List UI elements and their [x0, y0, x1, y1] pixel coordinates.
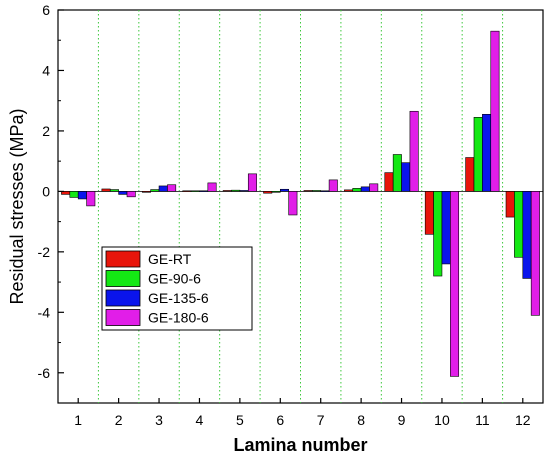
- bar-GE-180-6-lamina-12: [530, 191, 540, 316]
- bar-series: [61, 30, 540, 377]
- legend-swatch: [105, 309, 141, 326]
- x-tick-label: 8: [357, 412, 365, 428]
- bar-GE-90-6-lamina-4: [190, 190, 200, 192]
- series-GE-90-6: [69, 117, 524, 277]
- x-axis-title: Lamina number: [233, 435, 367, 455]
- bar-GE-180-6-lamina-4: [207, 182, 217, 192]
- bar-GE-90-6-lamina-8: [352, 188, 362, 192]
- bar-GE-90-6-lamina-12: [514, 191, 524, 258]
- bar-GE-RT-lamina-10: [424, 191, 434, 235]
- x-tick-label: 5: [236, 412, 244, 428]
- bar-GE-180-6-lamina-1: [86, 191, 96, 207]
- legend: GE-RT GE-90-6 GE-135-6 GE-180-6: [101, 246, 253, 331]
- bar-GE-RT-lamina-9: [384, 172, 394, 192]
- x-axis: 1 2 3 4 5 6 7 8 9 10 11 12: [74, 398, 531, 428]
- bar-GE-RT-lamina-3: [141, 191, 151, 193]
- bar-GE-90-6-lamina-2: [109, 189, 119, 192]
- bar-GE-RT-lamina-6: [263, 191, 273, 194]
- bar-GE-90-6-lamina-11: [473, 117, 483, 192]
- bar-GE-135-6-lamina-12: [522, 191, 532, 279]
- bar-GE-RT-lamina-5: [222, 190, 232, 192]
- legend-label: GE-RT: [148, 251, 192, 267]
- bar-GE-135-6-lamina-6: [279, 188, 289, 192]
- x-tick-label: 7: [317, 412, 325, 428]
- y-tick-label: 6: [42, 2, 50, 18]
- bar-GE-180-6-lamina-7: [328, 179, 338, 192]
- x-tick-label: 4: [196, 412, 204, 428]
- x-tick-label: 3: [155, 412, 163, 428]
- bar-GE-90-6-lamina-5: [231, 189, 241, 192]
- bar-GE-180-6-lamina-8: [369, 183, 379, 192]
- x-tick-label: 10: [434, 412, 450, 428]
- y-tick-label: -4: [38, 304, 51, 320]
- bar-GE-RT-lamina-12: [505, 191, 515, 218]
- bar-GE-135-6-lamina-2: [118, 191, 128, 195]
- y-tick-label: 2: [42, 123, 50, 139]
- bar-GE-RT-lamina-2: [101, 188, 111, 192]
- bar-GE-180-6-lamina-6: [288, 191, 298, 216]
- legend-swatch: [105, 270, 141, 287]
- bar-GE-RT-lamina-7: [303, 190, 313, 192]
- bar-GE-90-6-lamina-9: [392, 154, 402, 192]
- x-tick-label: 2: [115, 412, 123, 428]
- x-tick-label: 11: [475, 412, 490, 428]
- y-tick-label: 0: [42, 183, 50, 199]
- x-tick-label: 6: [276, 412, 284, 428]
- series-GE-180-6: [86, 30, 540, 377]
- legend-label: GE-90-6: [148, 271, 201, 287]
- bar-GE-90-6-lamina-3: [150, 189, 160, 192]
- bar-GE-135-6-lamina-9: [401, 162, 411, 192]
- bar-GE-135-6-lamina-4: [199, 190, 209, 192]
- bar-GE-90-6-lamina-10: [433, 191, 443, 277]
- bar-GE-180-6-lamina-5: [247, 173, 257, 192]
- bar-GE-135-6-lamina-11: [482, 113, 492, 192]
- y-axis-title: Residual stresses (MPa): [7, 108, 27, 304]
- x-tick-label: 9: [398, 412, 406, 428]
- legend-label: GE-135-6: [148, 290, 209, 306]
- legend-label: GE-180-6: [148, 310, 209, 326]
- bar-GE-180-6-lamina-11: [490, 30, 500, 192]
- bar-GE-135-6-lamina-8: [360, 186, 370, 192]
- bar-GE-180-6-lamina-3: [167, 184, 177, 192]
- bar-GE-135-6-lamina-3: [158, 185, 168, 192]
- bar-GE-135-6-lamina-5: [239, 190, 249, 192]
- x-tick-label: 12: [515, 412, 531, 428]
- bar-GE-180-6-lamina-10: [450, 191, 460, 377]
- bar-GE-RT-lamina-4: [182, 190, 192, 192]
- bar-GE-135-6-lamina-10: [441, 191, 451, 265]
- bar-GE-RT-lamina-8: [344, 189, 354, 192]
- y-tick-label: 4: [42, 62, 50, 78]
- legend-swatch: [105, 289, 141, 307]
- bar-GE-180-6-lamina-2: [126, 191, 136, 198]
- legend-swatch: [105, 250, 141, 268]
- bar-GE-135-6-lamina-1: [77, 191, 87, 200]
- lamina-separators: [97, 10, 504, 403]
- y-tick-label: -2: [38, 244, 51, 260]
- y-axis: -6 -4 -2 0 2 4 6: [38, 2, 64, 404]
- bar-GE-180-6-lamina-9: [409, 110, 419, 192]
- bar-GE-90-6-lamina-1: [69, 191, 79, 198]
- bar-GE-RT-lamina-11: [465, 157, 475, 192]
- x-tick-label: 1: [74, 412, 82, 428]
- bar-GE-90-6-lamina-7: [312, 190, 322, 192]
- y-tick-label: -6: [38, 365, 51, 381]
- bar-GE-135-6-lamina-7: [320, 190, 330, 192]
- bar-GE-90-6-lamina-6: [271, 191, 281, 193]
